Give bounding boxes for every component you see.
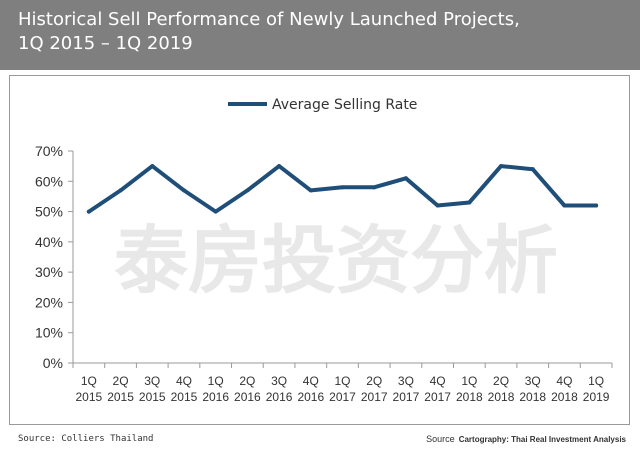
- data-point: [435, 203, 440, 208]
- cartography-label: Cartography: Thai Real Investment Analys…: [458, 435, 626, 444]
- data-point: [562, 203, 567, 208]
- x-tick-label-quarter: 4Q: [176, 374, 192, 388]
- x-tick-label-year: 2018: [519, 390, 546, 404]
- x-tick-label-year: 2016: [297, 390, 324, 404]
- data-point: [213, 209, 218, 214]
- y-tick-label: 60%: [35, 173, 63, 189]
- x-tick-label-year: 2015: [139, 390, 166, 404]
- x-tick-label-quarter: 3Q: [398, 374, 414, 388]
- data-point: [372, 185, 377, 190]
- legend-label: Average Selling Rate: [272, 97, 417, 113]
- x-tick-label-quarter: 1Q: [334, 374, 350, 388]
- x-tick-label-year: 2017: [424, 390, 451, 404]
- x-tick-label-year: 2018: [551, 390, 578, 404]
- data-point: [467, 200, 472, 205]
- y-tick-label: 30%: [35, 264, 63, 280]
- chart-axes: [72, 151, 612, 364]
- x-tick-label-quarter: 3Q: [271, 374, 287, 388]
- x-tick-label-year: 2016: [266, 390, 293, 404]
- chart-header: Historical Sell Performance of Newly Lau…: [0, 0, 640, 70]
- x-tick-label-year: 2016: [202, 390, 229, 404]
- x-tick-label-year: 2017: [393, 390, 420, 404]
- x-tick-label-quarter: 1Q: [461, 374, 477, 388]
- y-tick-label: 50%: [35, 204, 63, 220]
- x-tick-label-quarter: 2Q: [366, 374, 382, 388]
- y-tick-label: 10%: [35, 325, 63, 341]
- x-tick-label-quarter: 2Q: [239, 374, 255, 388]
- x-tick-label-year: 2015: [76, 390, 103, 404]
- data-point: [245, 188, 250, 193]
- x-tick-label-year: 2018: [456, 390, 483, 404]
- data-point: [340, 185, 345, 190]
- x-tick-label-quarter: 2Q: [113, 374, 129, 388]
- data-point: [403, 176, 408, 181]
- legend: Average Selling Rate: [228, 97, 417, 113]
- data-point: [277, 164, 282, 169]
- x-tick-label-quarter: 4Q: [303, 374, 319, 388]
- source-note: Source: Colliers Thailand: [18, 434, 154, 444]
- data-point: [594, 203, 599, 208]
- x-tick-label-quarter: 3Q: [525, 374, 541, 388]
- x-tick-label-year: 2015: [171, 390, 198, 404]
- x-tick-label-quarter: 4Q: [556, 374, 572, 388]
- x-tick-label-quarter: 1Q: [81, 374, 97, 388]
- cartography-note: Source Cartography: Thai Real Investment …: [426, 434, 626, 444]
- x-tick-label-year: 2015: [107, 390, 134, 404]
- x-tick-label-year: 2016: [234, 390, 261, 404]
- series-group: [86, 164, 599, 214]
- data-point: [530, 167, 535, 172]
- x-tick-label-year: 2017: [329, 390, 356, 404]
- watermark: 泰房投资分析: [114, 218, 558, 304]
- x-tick-label-quarter: 4Q: [430, 374, 446, 388]
- x-tick-label-quarter: 1Q: [208, 374, 224, 388]
- data-point: [86, 209, 91, 214]
- y-axis-ticks: 0% 10% 20% 30% 40% 50% 60% 70%: [35, 143, 73, 371]
- x-tick-label-quarter: 3Q: [144, 374, 160, 388]
- x-tick-label-year: 2019: [583, 390, 610, 404]
- x-tick-label-quarter: 1Q: [588, 374, 604, 388]
- chart-title-line2: 1Q 2015 – 1Q 2019: [18, 33, 193, 54]
- source-label: Source: [426, 434, 455, 444]
- chart-title-line1: Historical Sell Performance of Newly Lau…: [18, 9, 520, 30]
- data-point: [118, 188, 123, 193]
- x-tick-label-year: 2017: [361, 390, 388, 404]
- y-tick-label: 0%: [43, 355, 63, 371]
- y-tick-label: 40%: [35, 234, 63, 250]
- data-point: [308, 188, 313, 193]
- x-tick-label-year: 2018: [488, 390, 515, 404]
- y-tick-label: 70%: [35, 143, 63, 159]
- data-point: [181, 188, 186, 193]
- y-tick-label: 20%: [35, 294, 63, 310]
- chart-frame: [9, 75, 630, 425]
- x-tick-label-quarter: 2Q: [493, 374, 509, 388]
- data-point: [499, 164, 504, 169]
- x-axis-ticks: 1Q 2015 2Q 2015 3Q 2015 4Q 2015 1Q 2016 2Q 2016 3Q 20…: [72, 363, 613, 404]
- data-point: [150, 164, 155, 169]
